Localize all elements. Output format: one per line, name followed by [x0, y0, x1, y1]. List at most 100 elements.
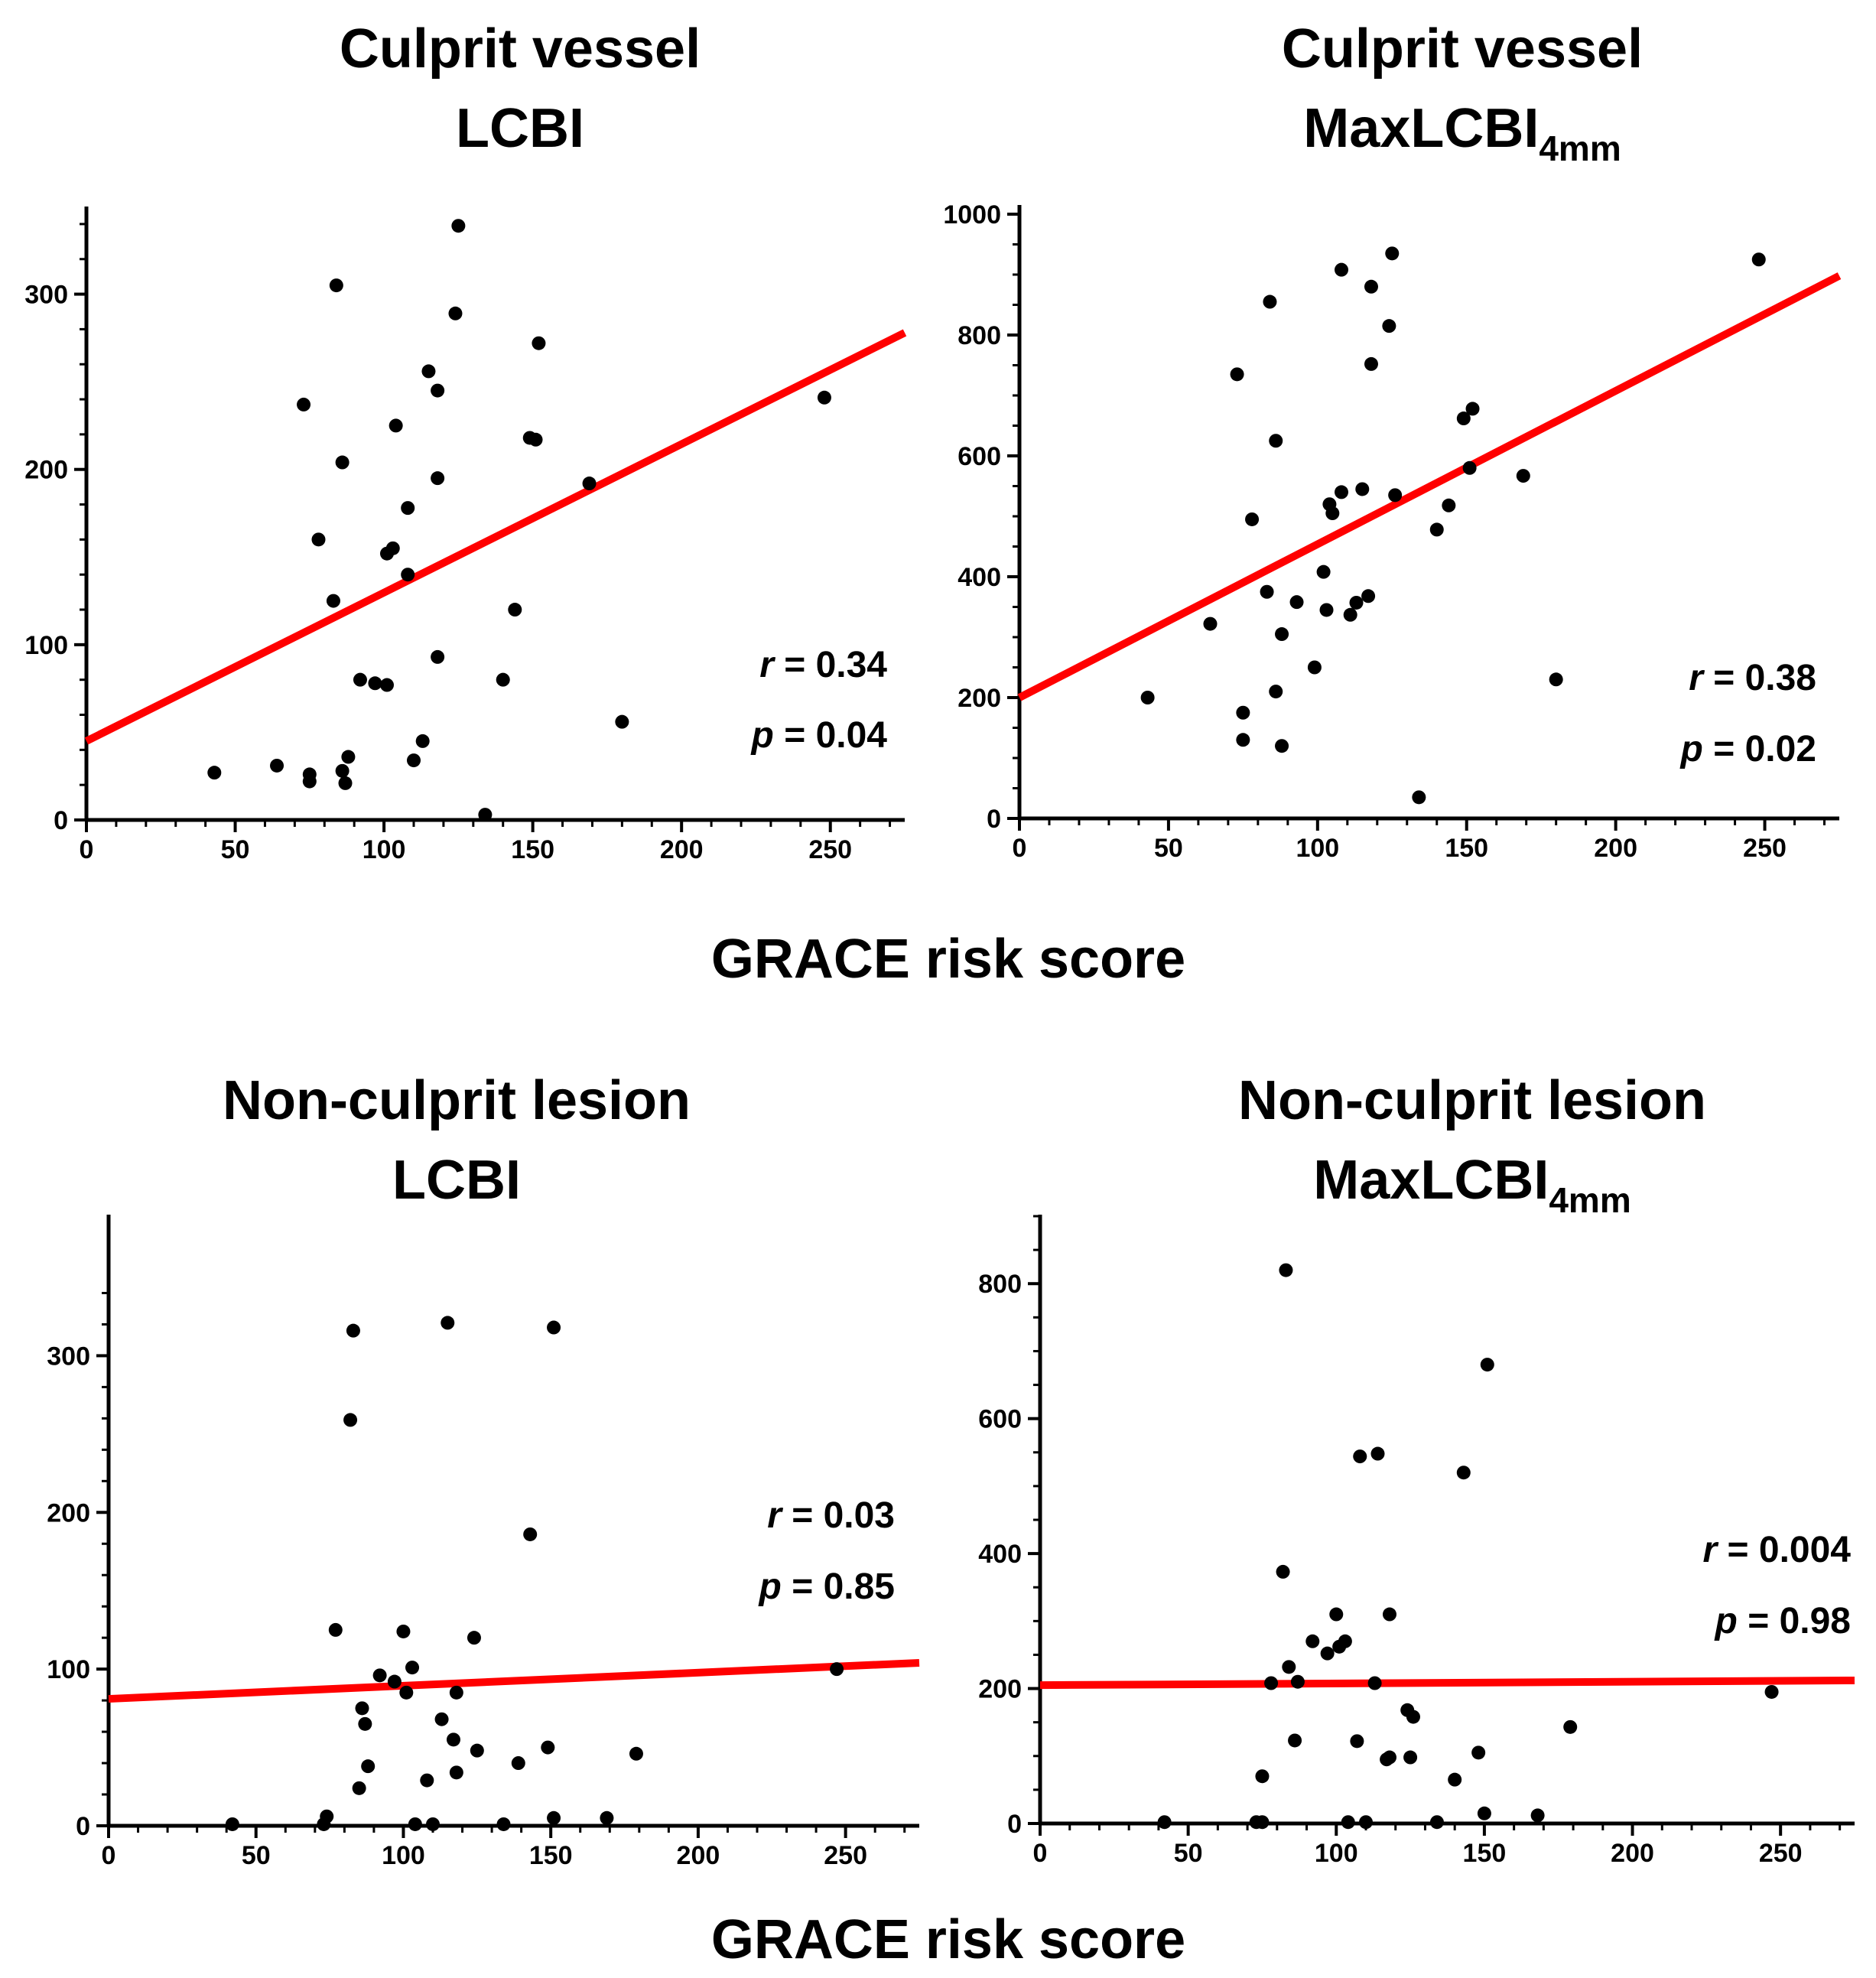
r-annotation: r = 0.38: [1689, 658, 1816, 698]
data-point: [368, 676, 382, 691]
data-point: [547, 1810, 561, 1825]
data-point: [547, 1320, 561, 1335]
y-tick-label: 1000: [943, 200, 1001, 229]
regression-line: [1017, 272, 1842, 701]
data-point: [207, 766, 222, 780]
panel-culprit-lcbi: Culprit vessel LCBI 0 50 100 150 200 250 0 100 2…: [24, 18, 907, 864]
data-point: [478, 808, 493, 822]
data-point: [1530, 1808, 1545, 1823]
data-point: [431, 383, 445, 398]
x-tick-label: 250: [824, 1841, 867, 1870]
data-point: [1230, 367, 1244, 382]
data-point: [629, 1746, 643, 1761]
y-tick-label: 800: [958, 321, 1001, 350]
p-annotation: p = 0.02: [1679, 729, 1816, 769]
data-point: [353, 672, 367, 687]
y-tick-label: 100: [47, 1655, 90, 1684]
x-tick-label: 0: [102, 1841, 116, 1870]
y-tick-label: 200: [47, 1498, 90, 1527]
data-point: [1385, 246, 1400, 261]
data-point: [341, 750, 356, 764]
data-point: [1563, 1719, 1578, 1734]
data-point: [1364, 356, 1378, 371]
x-tick-label: 50: [1154, 834, 1183, 863]
data-point: [352, 1781, 366, 1795]
data-point: [1157, 1815, 1172, 1830]
data-point: [1329, 1607, 1344, 1622]
data-point: [1269, 434, 1283, 448]
data-point: [467, 1631, 481, 1645]
data-point: [449, 1765, 463, 1780]
data-point: [523, 1527, 538, 1541]
data-point: [328, 1622, 343, 1637]
data-point: [329, 278, 343, 293]
data-point: [1462, 460, 1477, 475]
data-point: [355, 1701, 369, 1716]
data-point: [1516, 469, 1530, 483]
data-point: [401, 501, 415, 516]
data-point: [420, 1773, 434, 1788]
data-point: [387, 1674, 402, 1689]
data-point: [1140, 691, 1155, 704]
panel-culprit-maxlcbi: Culprit vessel MaxLCBI4mm 0 50 100 150 200 25…: [943, 18, 1842, 863]
data-point: [1382, 1750, 1396, 1765]
data-point: [225, 1817, 239, 1831]
data-point: [358, 1716, 372, 1731]
data-point: [396, 1624, 411, 1638]
data-point: [1364, 279, 1378, 294]
y-tick-label: 300: [24, 281, 68, 310]
data-point: [1338, 1634, 1352, 1648]
x-tick-label: 100: [1296, 834, 1339, 863]
data-point: [1307, 660, 1322, 675]
data-point: [399, 1685, 414, 1700]
y-tick-label: 0: [54, 806, 68, 835]
regression-line: [108, 1658, 920, 1703]
regression-line: [1039, 1676, 1855, 1690]
data-point: [415, 734, 430, 748]
data-point: [346, 1323, 360, 1338]
y-tick-label: 600: [978, 1405, 1022, 1434]
data-point: [1477, 1806, 1491, 1820]
data-point: [470, 1743, 484, 1758]
data-point: [335, 763, 350, 778]
data-point: [1260, 584, 1274, 599]
data-point: [389, 418, 403, 433]
data-point: [511, 1756, 525, 1771]
data-point: [326, 594, 340, 608]
data-point: [1203, 616, 1218, 631]
data-point: [449, 1685, 463, 1700]
data-point: [448, 306, 463, 320]
y-tick-label: 200: [978, 1675, 1022, 1704]
y-tick-label: 0: [987, 805, 1001, 834]
data-point: [1282, 1660, 1296, 1674]
data-point: [385, 541, 400, 555]
data-point: [446, 1732, 460, 1747]
data-point: [1289, 595, 1304, 610]
data-point: [1471, 1745, 1486, 1760]
data-point: [508, 603, 522, 617]
x-axis-label-bottom: GRACE risk score: [711, 1909, 1185, 1970]
data-point: [1343, 607, 1357, 622]
data-point: [297, 397, 311, 412]
p-annotation: p = 0.04: [750, 715, 888, 756]
data-point: [441, 1316, 455, 1330]
x-tick-label: 150: [1463, 1839, 1507, 1868]
data-point: [1350, 1734, 1364, 1749]
data-point: [1429, 522, 1444, 537]
panel-nonculprit-maxlcbi: Non-culprit lesion MaxLCBI4mm 0 50 100 150 2…: [978, 1070, 1855, 1868]
x-tick-label: 200: [1594, 834, 1637, 863]
panel-title-line1: Culprit vessel: [340, 18, 701, 80]
data-point: [1412, 790, 1426, 805]
data-point: [1263, 294, 1277, 309]
data-point: [528, 432, 543, 447]
data-point: [421, 364, 436, 379]
data-point: [401, 568, 415, 582]
data-point: [407, 753, 421, 768]
y-tick-label: 800: [978, 1270, 1022, 1299]
data-point: [1353, 1449, 1367, 1464]
data-point: [1764, 1684, 1779, 1699]
data-point: [1480, 1358, 1494, 1372]
data-point: [1448, 1772, 1462, 1787]
x-tick-label: 100: [382, 1841, 425, 1870]
data-point: [1316, 564, 1331, 579]
